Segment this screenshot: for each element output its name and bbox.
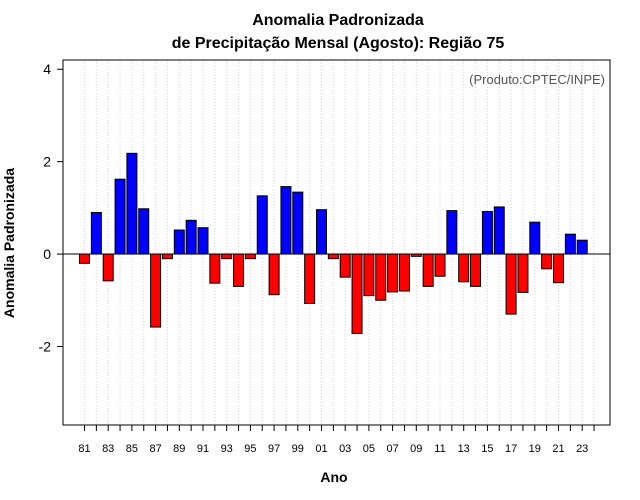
bar-95 (244, 253, 256, 260)
x-tick-label: 13 (458, 443, 470, 455)
bar-86 (138, 208, 150, 255)
y-tick-label: 0 (43, 246, 51, 262)
x-tick-label: 93 (221, 443, 233, 455)
bar-12 (446, 210, 458, 255)
plot-area-frame (62, 59, 611, 426)
x-tick-label: 95 (244, 443, 256, 455)
bar-06 (375, 253, 387, 301)
x-tick-label: 99 (292, 443, 304, 455)
bar-96 (256, 195, 268, 255)
y-tick-label: -2 (39, 338, 52, 354)
x-tick-label: 05 (363, 443, 375, 455)
bar-17 (505, 253, 517, 315)
bar-14 (470, 253, 482, 287)
x-tick-label: 85 (126, 443, 138, 455)
bar-23 (576, 239, 588, 255)
bar-10 (422, 253, 434, 287)
product-credit: (Produto:CPTEC/INPE) (469, 72, 605, 87)
bar-08 (398, 253, 410, 292)
x-tick-label: 83 (102, 443, 114, 455)
bar-87 (150, 253, 162, 328)
x-tick-label: 23 (576, 443, 588, 455)
bar-11 (434, 253, 446, 277)
bar-16 (493, 206, 505, 255)
x-tick-label: 03 (339, 443, 351, 455)
bar-04 (351, 253, 363, 335)
x-tick-label: 09 (410, 443, 422, 455)
bar-22 (564, 233, 576, 255)
x-tick-label: 97 (268, 443, 280, 455)
bar-02 (327, 253, 339, 260)
bar-82 (90, 211, 102, 255)
bar-94 (233, 253, 245, 287)
bar-01 (316, 209, 327, 255)
bar-21 (553, 253, 564, 284)
x-tick-label: 11 (434, 443, 445, 455)
y-tick-label: 2 (43, 154, 51, 170)
bar-07 (387, 253, 399, 293)
y-axis: -2 0 2 4 (39, 61, 63, 354)
y-tick-label: 4 (43, 61, 51, 77)
x-tick-label: 15 (481, 443, 493, 455)
y-axis-label: Anomalia Padronizada (1, 168, 17, 318)
bar-90 (185, 219, 197, 255)
bar-98 (280, 186, 292, 255)
x-tick-label: 07 (386, 443, 398, 455)
x-tick-label: 01 (315, 443, 327, 455)
chart-title-line-2: de Precipitação Mensal (Agosto): Região … (172, 35, 505, 52)
bar-97 (268, 253, 280, 296)
bar-15 (481, 211, 493, 255)
x-tick-label: 87 (149, 443, 161, 455)
bar-00 (304, 253, 316, 304)
x-tick-label: 89 (173, 443, 185, 455)
bar-83 (102, 253, 114, 282)
x-axis: 81 83 85 87 89 91 93 95 97 99 01 03 05 07 09 11 13 15 17 19… (78, 425, 595, 455)
x-tick-label: 21 (552, 443, 564, 455)
bar-81 (79, 253, 90, 264)
bar-88 (161, 253, 173, 260)
x-axis-label: Ano (320, 469, 347, 485)
bar-91 (197, 227, 209, 255)
grid-lines (84, 60, 595, 425)
x-tick-label: 81 (78, 443, 90, 455)
bar-84 (114, 178, 126, 255)
bar-20 (541, 253, 553, 270)
bar-92 (209, 253, 221, 284)
bar-03 (339, 253, 351, 278)
bar-05 (363, 253, 375, 297)
x-tick-label: 91 (197, 443, 209, 455)
bar-18 (517, 253, 529, 293)
bar-93 (221, 253, 233, 260)
bar-99 (292, 191, 304, 255)
x-tick-label: 19 (529, 443, 541, 455)
bar-19 (529, 221, 541, 255)
bar-13 (458, 253, 470, 283)
chart-title-line-1: Anomalia Padronizada (252, 12, 424, 29)
bar-89 (173, 229, 185, 255)
bar-85 (126, 152, 138, 255)
x-tick-label: 17 (505, 443, 517, 455)
